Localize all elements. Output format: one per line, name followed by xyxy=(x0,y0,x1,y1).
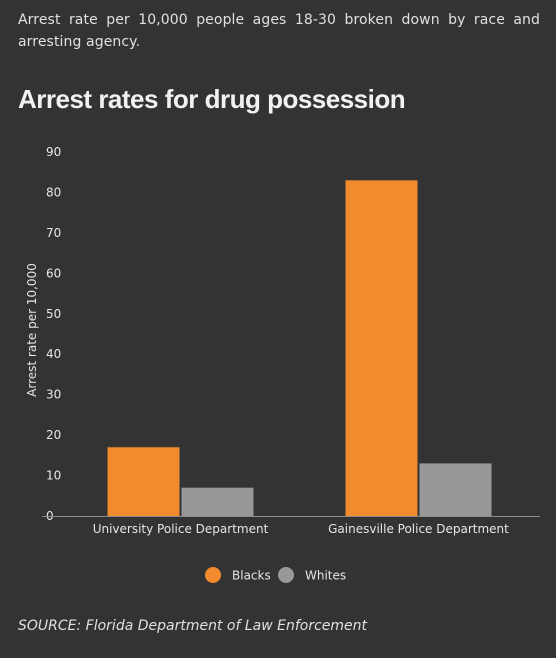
y-tick-label: 10 xyxy=(46,469,61,483)
y-axis-label: Arrest rate per 10,000 xyxy=(25,263,39,397)
x-tick-label: Gainesville Police Department xyxy=(328,522,509,536)
y-tick-label: 80 xyxy=(46,185,61,199)
bar-chart: Arrest rate per 10,000 01020304050607080… xyxy=(25,145,540,583)
y-tick-label: 20 xyxy=(46,428,61,442)
bar-whites-1 xyxy=(181,487,254,516)
y-tick-label: 70 xyxy=(46,226,61,240)
chart-title: Arrest rates for drug possession xyxy=(18,84,406,114)
legend: Blacks Whites xyxy=(205,567,346,583)
y-tick-label: 90 xyxy=(46,145,61,159)
x-tick-label: University Police Department xyxy=(93,522,269,536)
y-tick-label: 40 xyxy=(46,347,61,361)
legend-label-blacks: Blacks xyxy=(232,569,271,583)
bar-whites-2 xyxy=(419,463,492,516)
legend-label-whites: Whites xyxy=(305,569,346,583)
chart-subtitle: Arrest rate per 10,000 people ages 18-30… xyxy=(18,12,540,50)
y-tick-label: 30 xyxy=(46,388,61,402)
bar-blacks-2 xyxy=(345,180,418,517)
x-axis-labels: University Police Department Gainesville … xyxy=(93,522,509,536)
bar-blacks-1 xyxy=(107,447,180,516)
y-tick-label: 50 xyxy=(46,307,61,321)
legend-swatch-whites xyxy=(278,567,294,583)
legend-swatch-blacks xyxy=(205,567,221,583)
y-tick-label: 60 xyxy=(46,266,61,280)
source-note: SOURCE: Florida Department of Law Enforc… xyxy=(18,618,368,634)
bars-group xyxy=(107,180,492,517)
